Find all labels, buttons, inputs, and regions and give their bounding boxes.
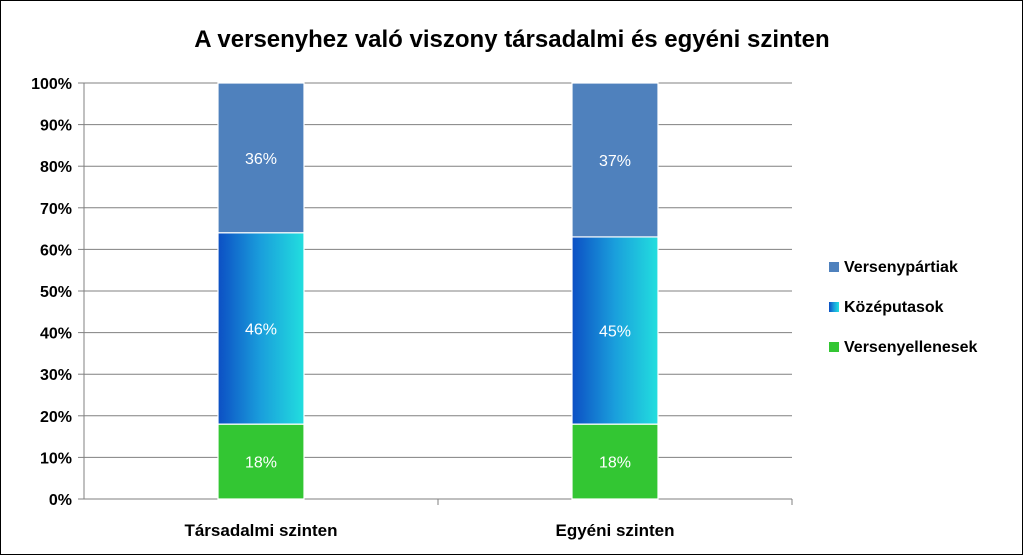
bar-segment-versenyellenesek xyxy=(217,423,305,500)
y-tick-label: 20% xyxy=(40,409,72,426)
y-tick-label: 100% xyxy=(31,76,72,93)
y-tick-label: 40% xyxy=(40,326,72,343)
y-tick-label: 70% xyxy=(40,201,72,218)
chart-title: A versenyhez való viszony társadalmi és … xyxy=(194,26,829,53)
y-tick-label: 30% xyxy=(40,367,72,384)
y-axis: 0% 10% 20% 30% 40% 50% 60% 70% 80% 90% 100% xyxy=(31,76,85,509)
y-tick-label: 90% xyxy=(40,118,72,135)
y-tick-label: 80% xyxy=(40,159,72,176)
bar-segment-középutasok xyxy=(217,232,305,425)
data-label: 18% xyxy=(245,455,277,472)
category-label: Egyéni szinten xyxy=(555,521,674,540)
x-axis: Társadalmi szinten Egyéni szinten xyxy=(184,499,793,540)
bars: 18% 46% 36% 18% 45% 37% xyxy=(217,82,659,500)
legend: Versenypártiak Középutasok Versenyellenese… xyxy=(829,259,978,356)
data-label: 36% xyxy=(245,151,277,168)
legend-label: Versenyellenesek xyxy=(844,339,978,356)
y-tick-label: 0% xyxy=(49,492,72,509)
bar-segment-középutasok xyxy=(571,236,659,425)
bar-segment-versenypártiak xyxy=(217,82,305,234)
gridlines xyxy=(84,82,792,500)
data-label: 37% xyxy=(599,153,631,170)
legend-swatch xyxy=(829,262,839,272)
data-label: 45% xyxy=(599,324,631,341)
data-label: 18% xyxy=(599,455,631,472)
legend-label: Középutasok xyxy=(844,299,944,316)
legend-swatch xyxy=(829,302,839,312)
y-tick-label: 60% xyxy=(40,242,72,259)
bar-segment-versenypártiak xyxy=(571,82,659,238)
y-tick-label: 50% xyxy=(40,284,72,301)
y-tick-label: 10% xyxy=(40,450,72,467)
legend-label: Versenypártiak xyxy=(844,259,958,276)
bar-segment-versenyellenesek xyxy=(571,423,659,500)
category-label: Társadalmi szinten xyxy=(184,521,337,540)
data-label: 46% xyxy=(245,321,277,338)
legend-swatch xyxy=(829,342,839,352)
